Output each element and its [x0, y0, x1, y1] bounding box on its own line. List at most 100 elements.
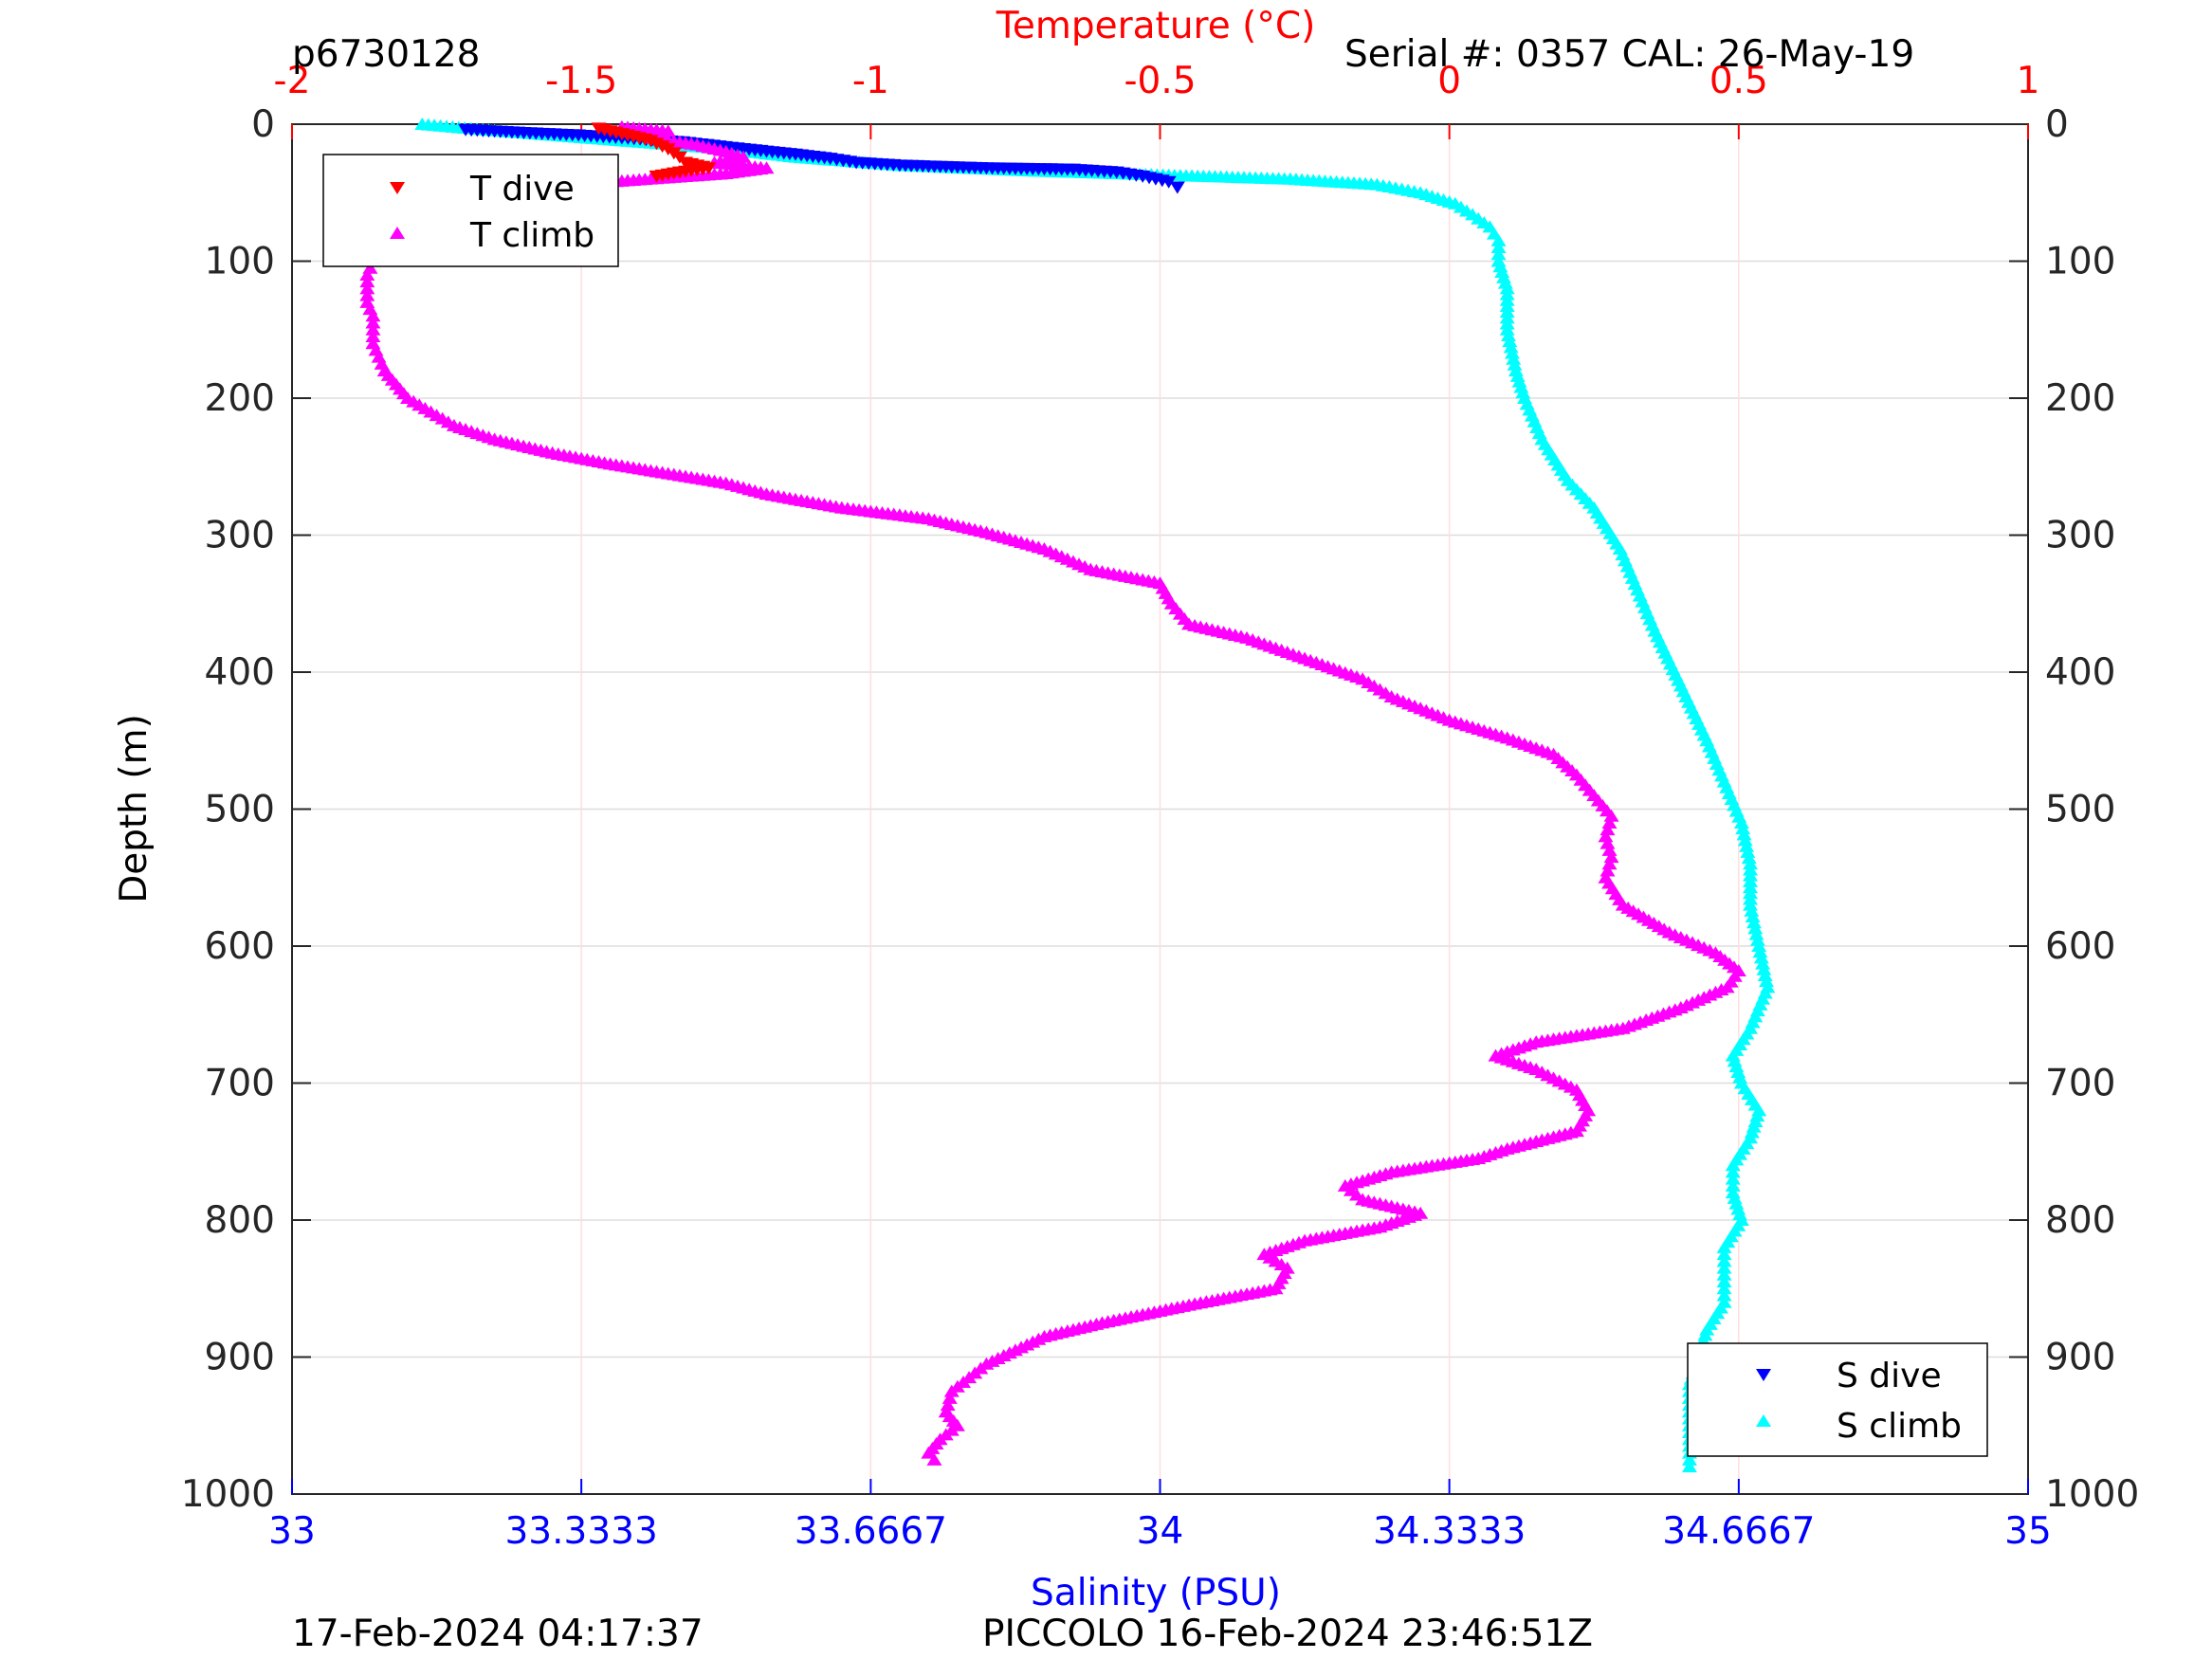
s-climb-point	[1735, 822, 1751, 835]
salinity-tick-label: 34	[1137, 1510, 1184, 1553]
s-climb-point	[1744, 903, 1760, 917]
t-climb-point	[921, 1446, 937, 1459]
t-climb-point	[1600, 823, 1616, 836]
s-climb-point	[1739, 839, 1755, 852]
depth-tick-label-left: 100	[205, 241, 275, 283]
s-climb-point	[1741, 851, 1757, 865]
legend-label-t-dive: T dive	[469, 170, 575, 209]
depth-tick-label-right: 500	[2045, 789, 2115, 831]
t-climb-point	[1601, 815, 1618, 829]
depth-tick-label-left: 200	[205, 377, 275, 420]
s-climb-point	[1746, 916, 1762, 929]
t-climb-point	[943, 1384, 960, 1397]
depth-tick-label-left: 0	[251, 103, 275, 146]
depth-tick-label-left: 300	[205, 515, 275, 557]
s-climb-point	[1752, 945, 1768, 958]
s-climb-point	[1725, 1172, 1741, 1185]
s-climb-point	[1507, 357, 1523, 371]
s-climb-point	[1502, 335, 1518, 348]
salinity-tick-label: 33.6667	[795, 1510, 947, 1553]
t-climb-point	[359, 288, 375, 301]
generated-timestamp: 17-Feb-2024 04:17:37	[292, 1613, 704, 1655]
depth-tick-label-left: 500	[205, 789, 275, 831]
temperature-legend: T dive T climb	[322, 154, 619, 267]
legend-label-s-climb: S climb	[1837, 1407, 1962, 1446]
depth-tick-label-right: 100	[2045, 241, 2115, 283]
legend-marker-s-climb	[1756, 1414, 1771, 1427]
salinity-tick-label: 35	[2004, 1510, 2052, 1553]
s-climb-point	[1737, 833, 1753, 847]
t-climb-point	[1603, 809, 1619, 822]
temperature-legend-box	[322, 154, 619, 267]
s-climb-point	[1756, 962, 1772, 975]
s-climb-point	[1503, 340, 1519, 354]
temperature-tick-label: -1.5	[545, 60, 617, 102]
salinity-legend: S dive S climb	[1687, 1342, 1988, 1457]
s-dive-point	[1161, 175, 1177, 189]
depth-tick-label-left: 400	[205, 651, 275, 694]
s-climb-point	[1504, 346, 1520, 359]
depth-tick-label-right: 700	[2045, 1063, 2115, 1105]
serial-cal-label: Serial #: 0357 CAL: 26-May-19	[1344, 33, 1914, 76]
s-climb-point	[1725, 1165, 1741, 1178]
t-climb-point	[365, 329, 381, 342]
s-climb-point	[1755, 957, 1771, 970]
temperature-tick-label: 0.5	[1709, 60, 1768, 102]
depth-tick-label-right: 600	[2045, 925, 2115, 968]
s-climb-point	[1740, 845, 1756, 858]
t-climb-point	[1603, 850, 1619, 864]
salinity-legend-box	[1687, 1342, 1988, 1457]
depth-tick-label-left: 900	[205, 1337, 275, 1379]
depth-tick-label-right: 400	[2045, 651, 2115, 694]
s-climb-point	[1759, 975, 1775, 988]
legend-marker-t-dive	[390, 182, 405, 194]
s-climb-point	[1716, 1261, 1732, 1274]
temperature-tick-label: -0.5	[1124, 60, 1196, 102]
temperature-tick-label: -1	[852, 60, 889, 102]
s-climb-point	[1681, 1452, 1697, 1466]
depth-tick-label-right: 300	[2045, 515, 2115, 557]
s-climb-point	[1725, 1158, 1741, 1172]
s-climb-point	[1506, 352, 1522, 365]
legend-label-s-dive: S dive	[1837, 1357, 1942, 1395]
s-climb-point	[1736, 828, 1752, 841]
s-climb-point	[1499, 322, 1515, 336]
t-climb-point	[359, 282, 375, 295]
t-climb-point	[1598, 830, 1614, 843]
depth-tick-label-left: 800	[205, 1199, 275, 1242]
s-climb-point	[1725, 1178, 1741, 1192]
s-climb-point	[1490, 241, 1507, 254]
depth-tick-label-right: 900	[2045, 1337, 2115, 1379]
s-climb-point	[1753, 951, 1769, 964]
s-climb-point	[1748, 927, 1764, 940]
s-climb-point	[1751, 939, 1767, 952]
s-climb-point	[1745, 910, 1761, 923]
s-climb-point	[1716, 1275, 1732, 1288]
t-climb-point	[1601, 843, 1618, 856]
salinity-tick-label: 34.6667	[1662, 1510, 1815, 1553]
s-climb-point	[1490, 233, 1507, 246]
s-climb-point	[1501, 328, 1517, 341]
axis-ticks: 0 0 100 100 200 200 300 300 400 400 500 500 600 600 70…	[181, 60, 2140, 1553]
t-climb-point	[1600, 864, 1616, 877]
legend-marker-s-dive	[1756, 1369, 1771, 1381]
t-climb-point	[940, 1398, 956, 1412]
depth-tick-label-left: 1000	[181, 1473, 275, 1516]
t-dive-point	[649, 170, 665, 183]
depth-tick-label-left: 600	[205, 925, 275, 968]
depth-axis-title: Depth (m)	[113, 714, 155, 903]
temperature-tick-label: 0	[1437, 60, 1461, 102]
temperature-tick-label: -2	[274, 60, 311, 102]
salinity-axis-title: Salinity (PSU)	[1031, 1572, 1281, 1614]
s-climb-point	[1757, 968, 1773, 981]
depth-tick-label-right: 1000	[2045, 1473, 2139, 1516]
depth-tick-label-left: 700	[205, 1063, 275, 1105]
t-climb-point	[941, 1391, 958, 1404]
s-climb-point	[1490, 247, 1507, 261]
profile-id-label: p6730128	[292, 33, 480, 76]
t-climb-point	[1600, 836, 1616, 849]
salinity-tick-label: 34.3333	[1373, 1510, 1526, 1553]
s-climb-point	[1716, 1288, 1732, 1302]
t-climb-point	[926, 1452, 942, 1466]
